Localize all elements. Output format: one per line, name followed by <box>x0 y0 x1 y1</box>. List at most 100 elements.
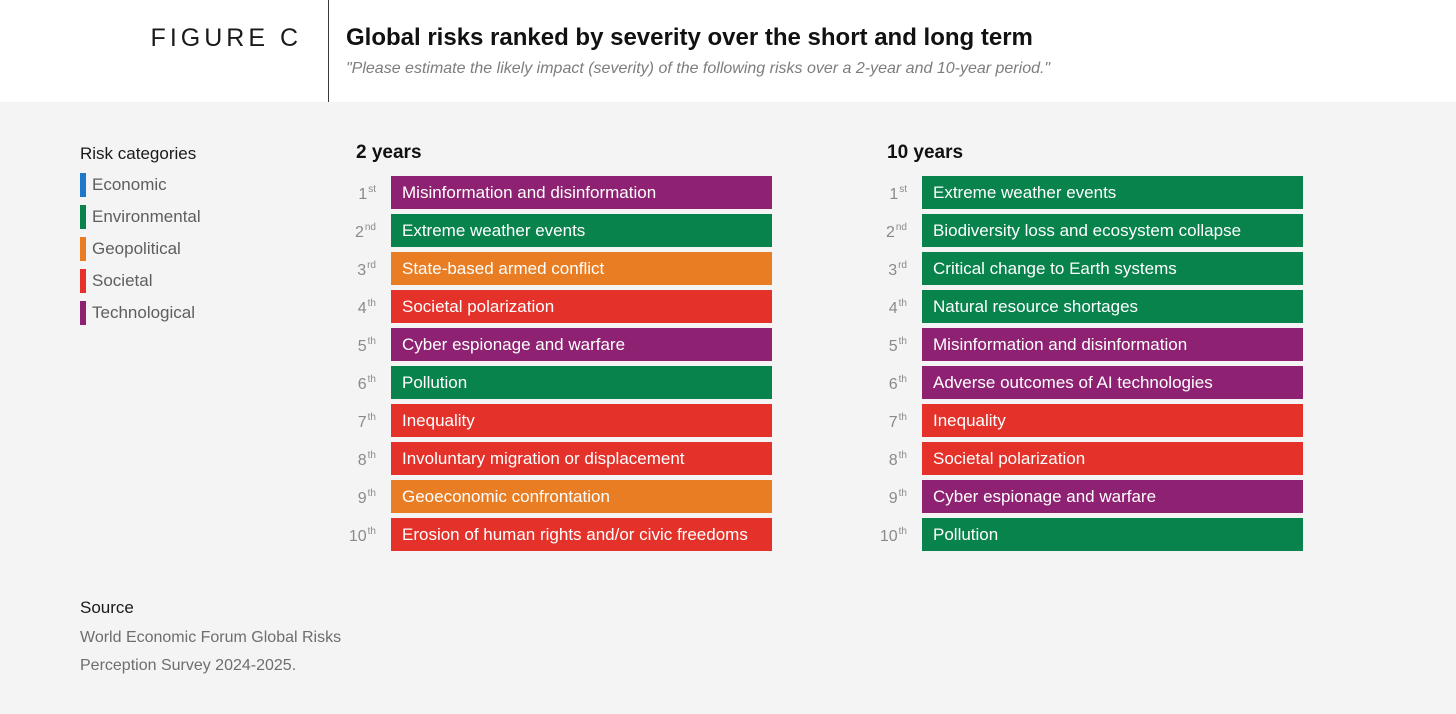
rank-label: 2nd <box>875 222 907 242</box>
rank-number: 6 <box>888 376 898 393</box>
legend-item-geopolitical: Geopolitical <box>80 237 196 269</box>
chart-subtitle: "Please estimate the likely impact (seve… <box>346 60 1051 77</box>
rank-label: 1st <box>875 184 907 204</box>
legend-label: Economic <box>92 175 167 194</box>
risk-bar: Cyber espionage and warfare <box>391 328 772 361</box>
rank-suffix: th <box>367 488 376 499</box>
panel-title: 10 years <box>887 142 964 163</box>
chart-title: Global risks ranked by severity over the… <box>346 24 1033 51</box>
risk-bar: Inequality <box>922 404 1303 437</box>
risk-bar: Misinformation and disinformation <box>922 328 1303 361</box>
rank-suffix: th <box>898 412 907 423</box>
rank-suffix: th <box>367 412 376 423</box>
legend-label: Technological <box>92 303 196 322</box>
header-divider <box>328 0 329 102</box>
risk-bar: Extreme weather events <box>391 214 772 247</box>
legend-item-environmental: Environmental <box>80 205 201 237</box>
figure-label: FIGURE C <box>150 24 302 52</box>
risk-bar: Inequality <box>391 404 772 437</box>
rank-label: 1st <box>344 184 376 204</box>
risk-bar: Natural resource shortages <box>922 290 1303 323</box>
risk-bar: Pollution <box>922 518 1303 551</box>
rank-suffix: th <box>898 374 907 385</box>
legend-item-technological: Technological <box>80 301 196 333</box>
rank-label: 3rd <box>875 260 907 280</box>
rank-number: 8 <box>888 452 898 469</box>
rank-label: 7th <box>344 412 376 432</box>
rank-number: 5 <box>888 338 898 355</box>
panel-title: 2 years <box>356 142 422 163</box>
rank-suffix: nd <box>364 222 376 233</box>
rank-number: 3 <box>357 262 367 279</box>
rank-label: 8th <box>344 450 376 470</box>
rank-suffix: th <box>367 526 376 537</box>
rank-number: 8 <box>357 452 367 469</box>
legend-swatch-societal <box>80 269 86 293</box>
legend-label: Geopolitical <box>92 239 181 258</box>
rank-number: 10 <box>879 528 898 545</box>
rank-number: 2 <box>885 224 895 241</box>
risk-bar: Extreme weather events <box>922 176 1303 209</box>
rank-label: 6th <box>875 374 907 394</box>
rank-suffix: st <box>899 184 907 195</box>
rank-suffix: th <box>898 526 907 537</box>
rank-label: 5th <box>344 336 376 356</box>
rank-label: 7th <box>875 412 907 432</box>
rank-label: 3rd <box>344 260 376 280</box>
legend-swatch-geopolitical <box>80 237 86 261</box>
rank-suffix: th <box>367 374 376 385</box>
rank-suffix: nd <box>895 222 907 233</box>
risk-bar: Misinformation and disinformation <box>391 176 772 209</box>
legend-label: Environmental <box>92 207 201 226</box>
risk-bar: Cyber espionage and warfare <box>922 480 1303 513</box>
rank-number: 1 <box>889 186 899 203</box>
rank-suffix: rd <box>898 260 907 271</box>
rank-suffix: th <box>898 298 907 309</box>
rank-suffix: th <box>367 298 376 309</box>
rank-label: 2nd <box>344 222 376 242</box>
rank-suffix: th <box>367 450 376 461</box>
rank-label: 4th <box>875 298 907 318</box>
source-note: Source World Economic Forum Global Risks… <box>80 598 341 680</box>
source-line: World Economic Forum Global Risks <box>80 629 342 646</box>
rank-label: 4th <box>344 298 376 318</box>
rank-label: 6th <box>344 374 376 394</box>
rank-label: 10th <box>344 526 376 546</box>
risk-bar: Pollution <box>391 366 772 399</box>
source-title: Source <box>80 598 134 617</box>
risk-bar: Geoeconomic confrontation <box>391 480 772 513</box>
legend-title: Risk categories <box>80 144 197 163</box>
rank-suffix: rd <box>367 260 376 271</box>
rank-number: 9 <box>888 490 898 507</box>
risk-bar: Biodiversity loss and ecosystem collapse <box>922 214 1303 247</box>
rank-label: 10th <box>875 526 907 546</box>
legend-item-societal: Societal <box>80 269 196 301</box>
rank-number: 1 <box>358 186 368 203</box>
rank-number: 4 <box>888 300 898 317</box>
legend-label: Societal <box>92 271 153 290</box>
risk-bar: Erosion of human rights and/or civic fre… <box>391 518 772 551</box>
figure-header: FIGURE C Global risks ranked by severity… <box>0 0 1456 102</box>
legend-swatch-economic <box>80 173 86 197</box>
rank-suffix: th <box>367 336 376 347</box>
legend-item-economic: Economic <box>80 173 196 205</box>
risk-bar: Societal polarization <box>391 290 772 323</box>
rank-number: 7 <box>888 414 898 431</box>
rank-label: 5th <box>875 336 907 356</box>
rank-number: 7 <box>357 414 367 431</box>
risk-bar: State-based armed conflict <box>391 252 772 285</box>
rank-number: 2 <box>354 224 364 241</box>
rank-suffix: th <box>898 336 907 347</box>
risk-bar: Involuntary migration or displacement <box>391 442 772 475</box>
risk-bar: Critical change to Earth systems <box>922 252 1303 285</box>
rank-number: 10 <box>348 528 367 545</box>
risk-bar: Societal polarization <box>922 442 1303 475</box>
rank-number: 9 <box>357 490 367 507</box>
rank-number: 4 <box>357 300 367 317</box>
source-line: Perception Survey 2024-2025. <box>80 657 297 674</box>
rank-suffix: th <box>898 450 907 461</box>
rank-number: 5 <box>357 338 367 355</box>
rank-suffix: th <box>898 488 907 499</box>
legend: Risk categories Economic Environmental G… <box>80 144 201 333</box>
rank-label: 9th <box>875 488 907 508</box>
